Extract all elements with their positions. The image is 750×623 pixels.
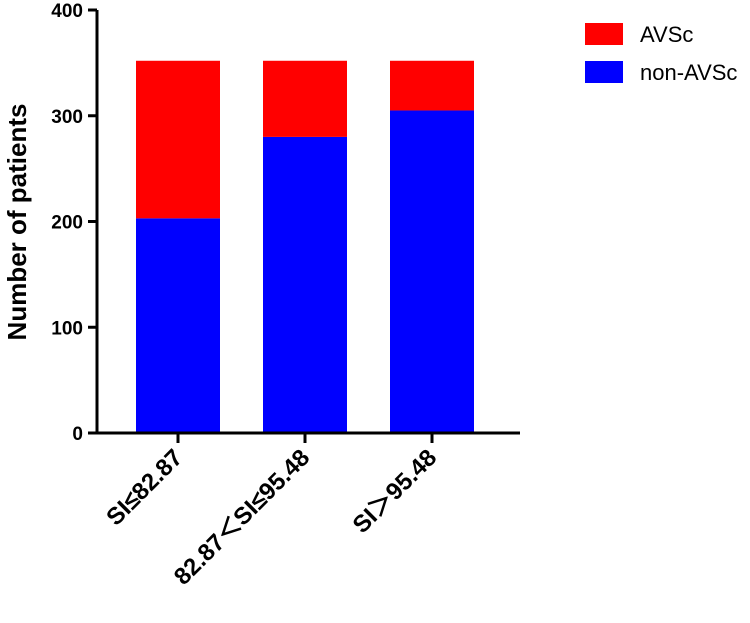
y-tick-label-400: 400 [51,1,83,22]
legend-label-non-avsc: non-AVSc [640,60,737,85]
legend-label-avsc: AVSc [640,22,693,47]
y-tick-label-0: 0 [72,424,83,445]
bar-non-avsc-0 [136,218,220,433]
legend: AVSc non-AVSc [585,22,737,85]
bar-avsc-1 [263,60,347,137]
bar-avsc-2 [390,60,474,111]
x-category-label-1: 82.87＜SI≤95.48 [169,444,315,590]
bar-avsc-0 [136,60,220,219]
x-category-label-2: SI＞95.48 [348,444,443,539]
y-tick-label-300: 300 [51,107,83,128]
bars-group [136,60,474,434]
bar-non-avsc-1 [263,136,347,433]
y-axis-title: Number of patients [2,104,32,341]
legend-swatch-non-avsc [585,61,623,83]
y-tick-label-200: 200 [51,213,83,234]
x-category-label-0: SI≤82.87 [101,444,188,531]
y-tick-label-100: 100 [51,318,83,339]
bar-non-avsc-2 [390,110,474,434]
legend-swatch-avsc [585,23,623,45]
